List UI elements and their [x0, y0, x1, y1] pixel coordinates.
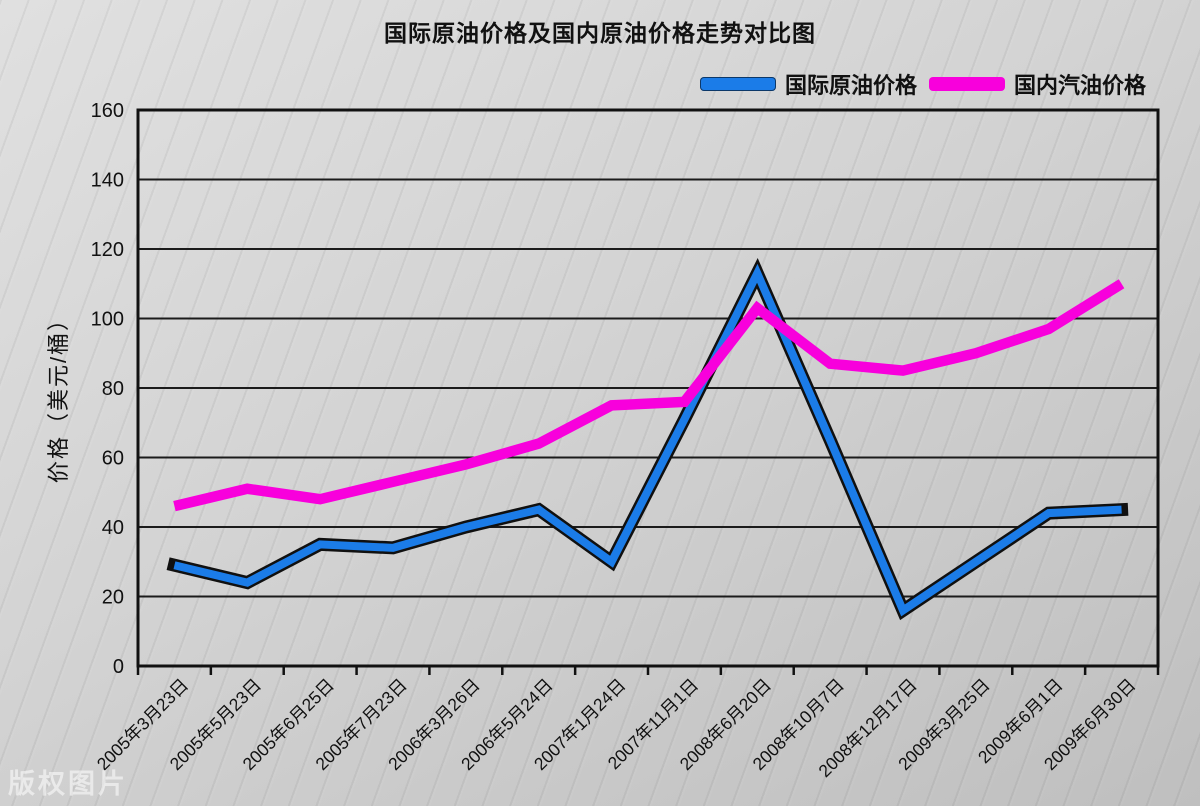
- y-axis-tick-label: 100: [91, 309, 124, 331]
- y-axis-tick-label: 160: [91, 100, 124, 122]
- legend-label-international-crude: 国际原油价格: [785, 73, 918, 98]
- series-line: [173, 279, 1125, 512]
- y-axis-tick-label: 140: [91, 170, 124, 192]
- series-line: [173, 263, 1122, 617]
- y-axis-tick-label: 120: [91, 239, 124, 261]
- legend-item-international-crude: 国际原油价格: [700, 68, 917, 100]
- y-axis-tick-label: 60: [102, 448, 124, 470]
- y-axis-tick-label: 40: [102, 517, 124, 539]
- y-axis-tick-label: 0: [113, 656, 124, 678]
- chart-title: 国际原油价格及国内原油价格走势对比图: [384, 20, 816, 46]
- plot-border: [136, 108, 1160, 668]
- watermark: 版权图片: [8, 769, 128, 799]
- legend-label-domestic-gasoline: 国内汽油价格: [1014, 73, 1147, 98]
- legend: 国际原油价格 国内汽油价格: [700, 70, 1146, 98]
- y-axis-tick-label: 80: [102, 378, 124, 400]
- legend-item-domestic-gasoline: 国内汽油价格: [929, 68, 1146, 100]
- y-axis-tick-label: 20: [102, 587, 124, 609]
- legend-swatch-international-crude: [700, 77, 776, 91]
- legend-swatch-domestic-gasoline: [929, 77, 1006, 91]
